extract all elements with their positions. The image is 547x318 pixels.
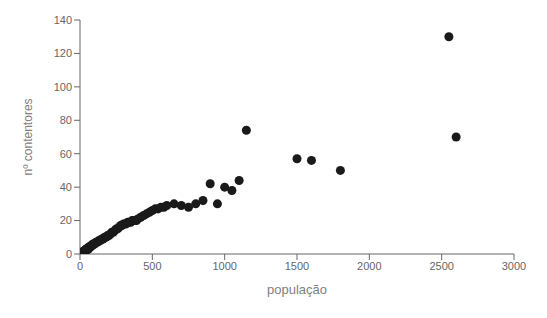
svg-text:2500: 2500 xyxy=(429,260,453,272)
svg-text:1000: 1000 xyxy=(212,260,236,272)
svg-text:0: 0 xyxy=(77,260,83,272)
svg-text:0: 0 xyxy=(66,248,72,260)
svg-text:80: 80 xyxy=(60,114,72,126)
svg-text:3000: 3000 xyxy=(502,260,526,272)
svg-text:500: 500 xyxy=(143,260,161,272)
svg-text:60: 60 xyxy=(60,148,72,160)
svg-text:2000: 2000 xyxy=(357,260,381,272)
svg-text:100: 100 xyxy=(54,81,72,93)
svg-text:140: 140 xyxy=(54,14,72,26)
svg-text:população: população xyxy=(267,282,327,297)
svg-text:20: 20 xyxy=(60,214,72,226)
svg-text:nº contentores: nº contentores xyxy=(21,98,35,175)
svg-text:120: 120 xyxy=(54,47,72,59)
svg-text:1500: 1500 xyxy=(285,260,309,272)
svg-text:40: 40 xyxy=(60,181,72,193)
